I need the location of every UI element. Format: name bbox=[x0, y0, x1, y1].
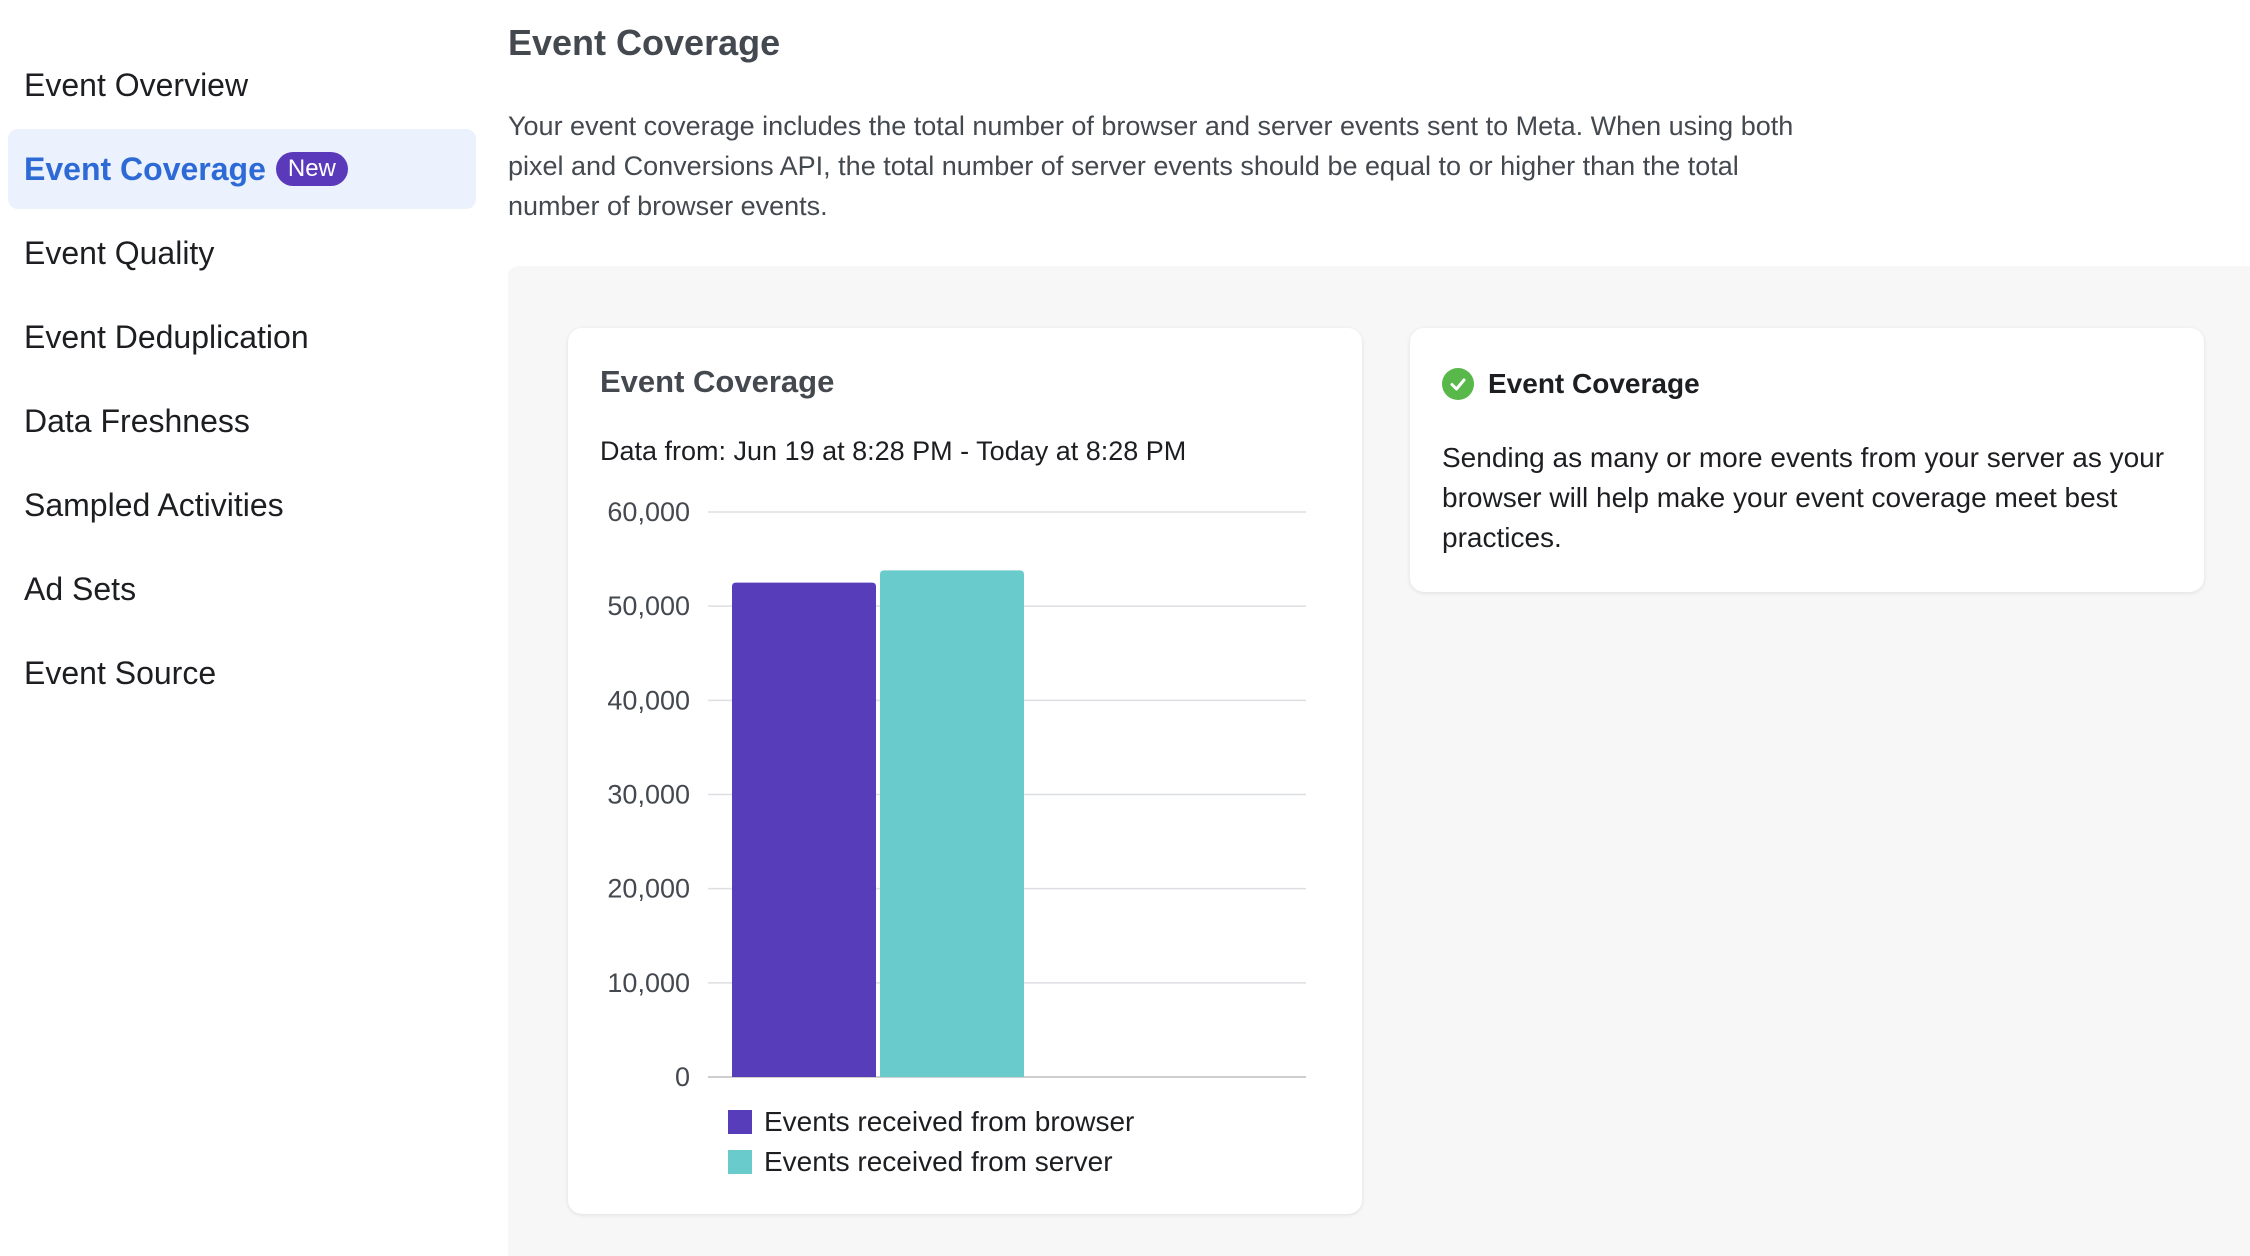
check-circle-icon bbox=[1442, 368, 1474, 400]
sidebar-item-label: Event Coverage bbox=[24, 150, 266, 187]
sidebar-item-event-quality[interactable]: Event Quality bbox=[8, 213, 476, 293]
page-title: Event Coverage bbox=[508, 22, 781, 63]
y-tick-label: 10,000 bbox=[607, 968, 690, 998]
bar-browser[interactable] bbox=[732, 582, 876, 1077]
sidebar-item-event-deduplication[interactable]: Event Deduplication bbox=[8, 297, 476, 377]
main-content: Event Coverage Your event coverage inclu… bbox=[508, 0, 2250, 1256]
chart-card-title: Event Coverage bbox=[600, 364, 835, 399]
info-card: Event Coverage Sending as many or more e… bbox=[1410, 328, 2204, 592]
sidebar-nav: Event Overview Event Coverage New Event … bbox=[8, 45, 476, 717]
sidebar-item-event-coverage[interactable]: Event Coverage New bbox=[8, 129, 476, 209]
sidebar-item-label: Sampled Activities bbox=[24, 486, 284, 523]
sidebar-item-label: Event Overview bbox=[24, 66, 249, 103]
y-tick-label: 20,000 bbox=[607, 874, 690, 904]
date-range-label: Data from: Jun 19 at 8:28 PM - Today at … bbox=[600, 436, 1187, 466]
sidebar-item-label: Event Source bbox=[24, 654, 217, 691]
info-card-header: Event Coverage bbox=[1442, 368, 1700, 400]
sidebar-item-label: Data Freshness bbox=[24, 402, 250, 439]
sidebar-item-sampled-activities[interactable]: Sampled Activities bbox=[8, 465, 476, 545]
y-tick-label: 40,000 bbox=[607, 685, 690, 715]
sidebar-item-event-overview[interactable]: Event Overview bbox=[8, 45, 476, 125]
legend-item-server: Events received from server bbox=[728, 1142, 1134, 1182]
y-tick-label: 50,000 bbox=[607, 591, 690, 621]
y-tick-label: 0 bbox=[675, 1062, 690, 1092]
sidebar-item-ad-sets[interactable]: Ad Sets bbox=[8, 549, 476, 629]
sidebar-item-data-freshness[interactable]: Data Freshness bbox=[8, 381, 476, 461]
legend-swatch-server bbox=[728, 1150, 752, 1174]
info-card-title: Event Coverage bbox=[1488, 368, 1700, 399]
bar-server[interactable] bbox=[880, 570, 1024, 1077]
info-card-body: Sending as many or more events from your… bbox=[1442, 442, 2165, 553]
chart-legend: Events received from browser Events rece… bbox=[728, 1102, 1134, 1182]
sidebar-item-label: Ad Sets bbox=[24, 570, 137, 607]
new-badge: New bbox=[275, 152, 348, 186]
y-tick-label: 30,000 bbox=[607, 780, 690, 810]
sidebar-item-label: Event Deduplication bbox=[24, 318, 309, 355]
legend-label-server: Events received from server bbox=[764, 1146, 1113, 1177]
sidebar-item-label: Event Quality bbox=[24, 234, 215, 271]
chart-card: Event Coverage Data from: Jun 19 at 8:28… bbox=[568, 328, 1362, 1214]
y-tick-label: 60,000 bbox=[607, 497, 690, 527]
sidebar-item-event-source[interactable]: Event Source bbox=[8, 633, 476, 713]
legend-label-browser: Events received from browser bbox=[764, 1106, 1135, 1137]
content-panel: Event Coverage Data from: Jun 19 at 8:28… bbox=[508, 266, 2250, 1256]
legend-swatch-browser bbox=[728, 1110, 752, 1134]
bar-chart: 0 10,000 20,000 30,000 40,000 50,000 60,000 bbox=[607, 497, 1306, 1092]
legend-item-browser: Events received from browser bbox=[728, 1102, 1134, 1142]
page-description: Your event coverage includes the total n… bbox=[508, 111, 1794, 221]
